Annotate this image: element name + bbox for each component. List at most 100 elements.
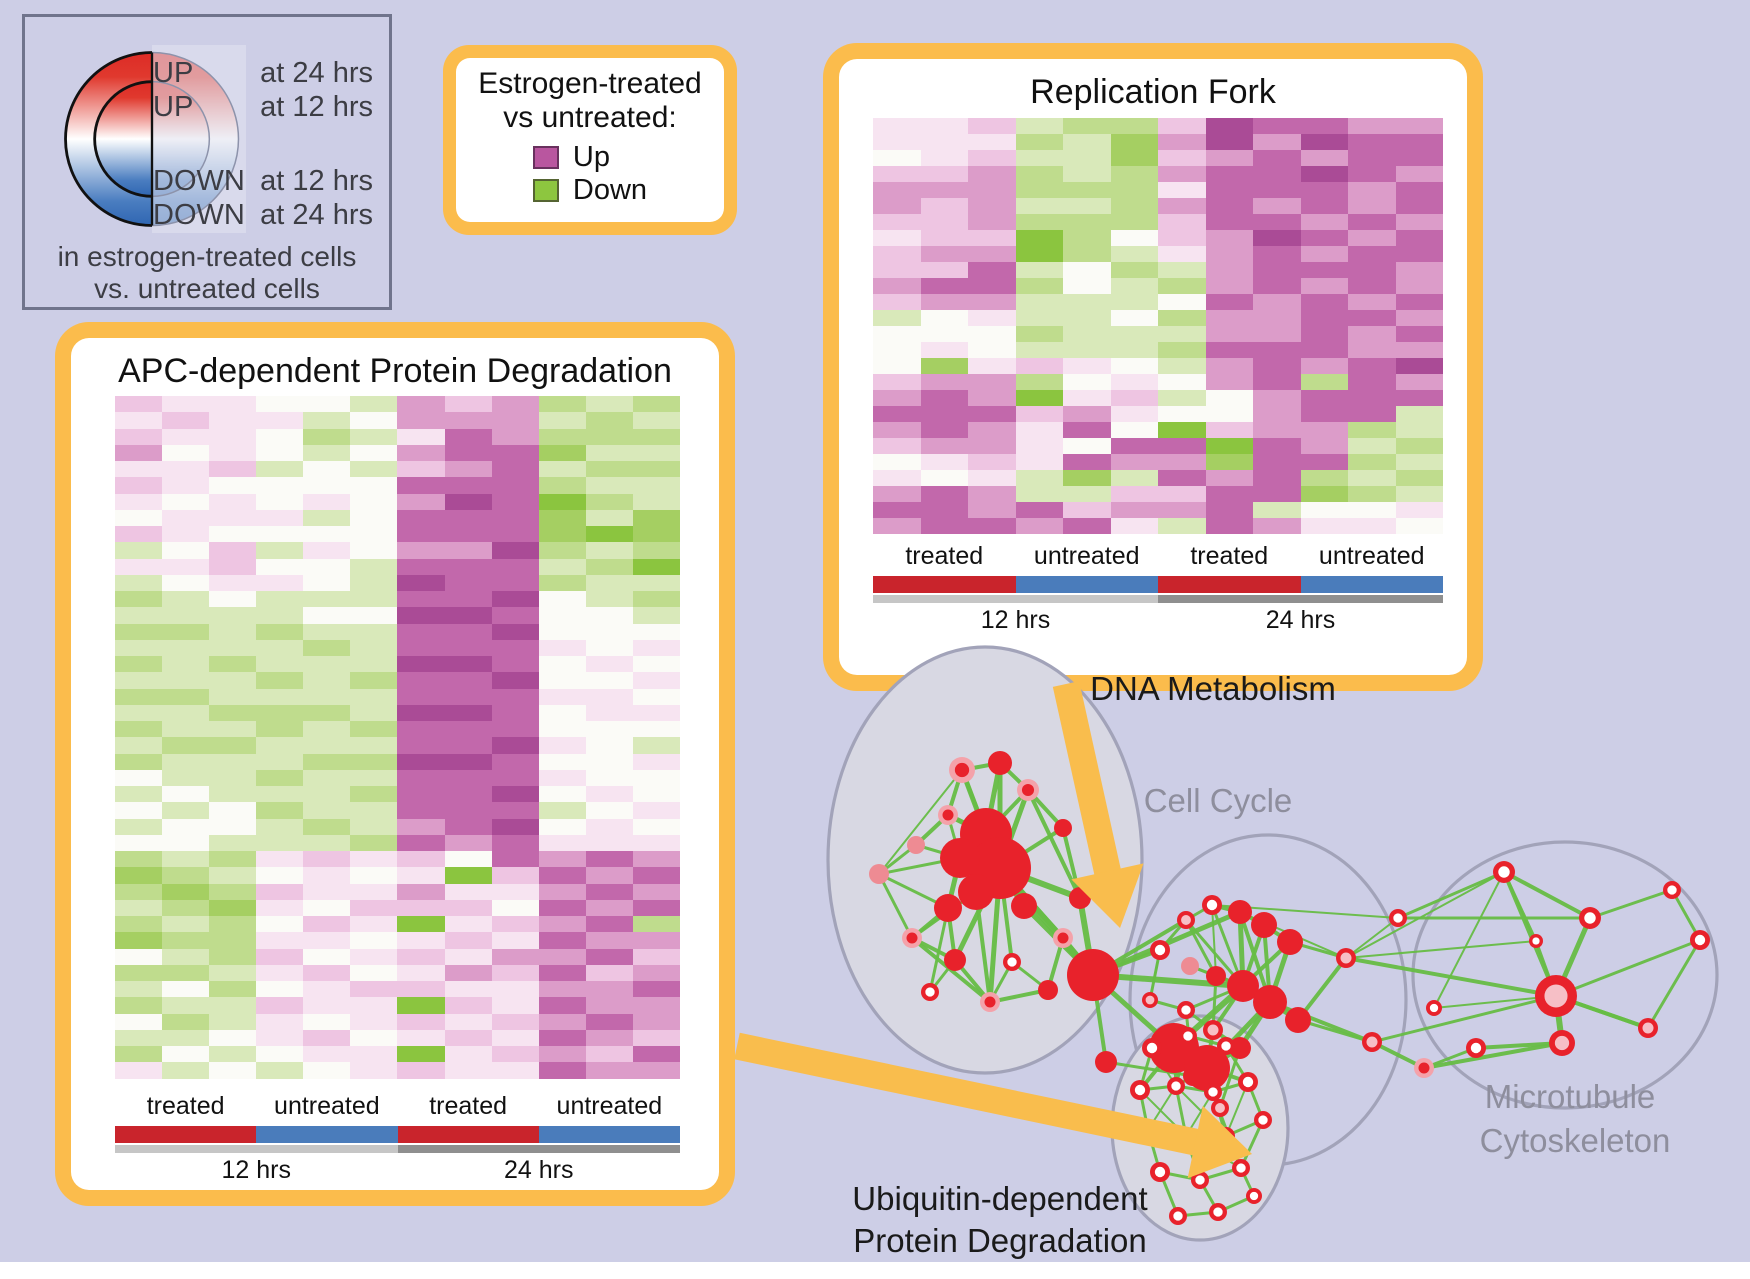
gene-node-ring-center (1154, 1166, 1166, 1178)
heatmap-cell (1205, 502, 1253, 518)
network-edge (1554, 938, 1702, 998)
heatmap-cell (1205, 230, 1253, 246)
heatmap-cell (1253, 502, 1301, 518)
heatmap-cell (1110, 278, 1158, 294)
heatmap-cell (1253, 134, 1301, 150)
heatmap-cell (1063, 470, 1111, 486)
heatmap-cell (303, 981, 351, 998)
heatmap-cell (1015, 374, 1063, 390)
page-margin (0, 1262, 1750, 1279)
heatmap-cell (920, 118, 968, 134)
heatmap-cell (585, 574, 633, 591)
cluster-microtubule-cytoskeleton (1411, 840, 1719, 1110)
heatmap-cell (1300, 182, 1348, 198)
gene-node-pinkring-center (942, 809, 954, 821)
heatmap-cell (162, 574, 210, 591)
heatmap-cell (1205, 358, 1253, 374)
heatmap-cell (397, 574, 445, 591)
heatmap-cell (162, 591, 210, 608)
heatmap-cell (968, 422, 1016, 438)
heatmap-cell (397, 461, 445, 478)
heatmap-cell (162, 997, 210, 1014)
network-edge (877, 872, 914, 940)
heatmap-cell (1300, 278, 1348, 294)
heatmap-row (115, 656, 680, 673)
heatmap-cell (538, 818, 586, 835)
heatmap-row (115, 1046, 680, 1063)
heatmap-cell (632, 607, 680, 624)
heatmap-cell (491, 558, 539, 575)
heatmap-cell (397, 867, 445, 884)
heatmap-cell (1158, 342, 1206, 358)
apc-group-untreated-12: untreated (274, 1092, 380, 1120)
heatmap-cell (1300, 374, 1348, 390)
heatmap-cell (1253, 518, 1301, 534)
heatmap-cell (873, 166, 921, 182)
heatmap-cell (397, 899, 445, 916)
heatmap-cell (920, 406, 968, 422)
heatmap-cell (1395, 118, 1443, 134)
heatmap-cell (585, 558, 633, 575)
heatmap-cell (162, 721, 210, 738)
gene-node-ring-center (1195, 1175, 1205, 1185)
heatmap-cell (256, 948, 304, 965)
heatmap-cell (444, 461, 492, 478)
heatmap-cell (1205, 406, 1253, 422)
heatmap-cell (1348, 390, 1396, 406)
heatmap-cell (256, 1029, 304, 1046)
heatmap-row (115, 916, 680, 933)
heatmap-cell (209, 1013, 257, 1030)
heatmap-row (873, 518, 1443, 534)
heatmap-cell (1300, 358, 1348, 374)
heatmap-cell (873, 310, 921, 326)
heatmap-cell (115, 1029, 163, 1046)
heatmap-cell (1063, 118, 1111, 134)
heatmap-cell (303, 493, 351, 510)
gene-node-pinkring-center (984, 996, 996, 1008)
heatmap-cell (1348, 230, 1396, 246)
heatmap-cell (115, 542, 163, 559)
replication-group-labels: treated untreated treated untreated (873, 542, 1443, 571)
heatmap-cell (920, 454, 968, 470)
heatmap-cell (303, 509, 351, 526)
heatmap-cell (1205, 134, 1253, 150)
heatmap-cell (585, 461, 633, 478)
heatmap-cell (1015, 182, 1063, 198)
heatmap-cell (115, 948, 163, 965)
heatmap-cell (303, 834, 351, 851)
heatmap-cell (1348, 134, 1396, 150)
heatmap-cell (1015, 358, 1063, 374)
heatmap-cell (162, 542, 210, 559)
heatmap-cell (209, 997, 257, 1014)
heatmap-row (873, 278, 1443, 294)
heatmap-cell (115, 1046, 163, 1063)
heatmap-cell (303, 428, 351, 445)
network-edge (1646, 938, 1702, 1030)
heatmap-cell (1158, 230, 1206, 246)
heatmap-cell (968, 262, 1016, 278)
heatmap-cell (538, 509, 586, 526)
network-edge (878, 769, 963, 875)
heatmap-cell (1395, 182, 1443, 198)
heatmap-row (115, 883, 680, 900)
heatmap-cell (115, 623, 163, 640)
heatmap-cell (538, 899, 586, 916)
heatmap-cell (1348, 262, 1396, 278)
heatmap-cell (209, 786, 257, 803)
heatmap-cell (1395, 406, 1443, 422)
heatmap-cell (444, 623, 492, 640)
heatmap-cell (491, 802, 539, 819)
key-item-down: Down (532, 174, 647, 207)
heatmap-cell (491, 981, 539, 998)
scale-dir-2: UP (153, 91, 194, 123)
network-edge (1211, 904, 1217, 977)
heatmap-cell (491, 1013, 539, 1030)
heatmap-cell (256, 834, 304, 851)
gene-node-ring-center (1258, 1115, 1268, 1125)
replication-fork-heatmap (873, 118, 1443, 534)
heatmap-cell (632, 542, 680, 559)
heatmap-cell (397, 656, 445, 673)
heatmap-cell (585, 493, 633, 510)
heatmap-cell (1205, 182, 1253, 198)
heatmap-cell (162, 786, 210, 803)
